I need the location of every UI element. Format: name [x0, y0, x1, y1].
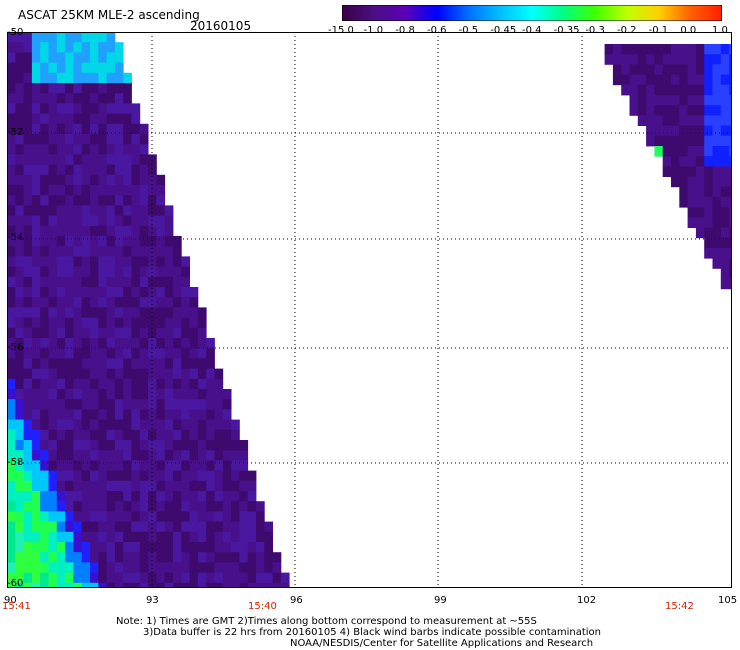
time-label-east: 15:42 [665, 601, 694, 612]
colorbar-label: -0.35 [553, 25, 580, 36]
lon-label-96: 96 [290, 595, 303, 606]
colorbar-label: -0.4 [522, 25, 542, 36]
colorbar-label: -1.0 [363, 25, 384, 36]
lat-label-58: -58 [7, 457, 24, 468]
note-line-3: NOAA/NESDIS/Center for Satellite Applica… [290, 638, 594, 649]
colorbar-label: -0.3 [585, 25, 605, 36]
lon-label-105: 105 [718, 595, 738, 606]
colorbar-label: 1.0 [712, 25, 728, 36]
lon-label-93: 93 [146, 595, 159, 606]
lon-label-90: 90 [4, 595, 17, 606]
lat-label-54: -54 [7, 232, 24, 243]
colorbar-label: -0.8 [395, 25, 415, 36]
lat-label-52: -52 [7, 127, 24, 138]
time-label-west: 15:41 [2, 601, 31, 612]
lon-label-102: 102 [577, 595, 597, 606]
colorbar-label: -0.2 [617, 25, 637, 36]
lat-label-56: -56 [7, 342, 24, 353]
map-plot [7, 32, 732, 588]
map-date: 20160105 [190, 19, 252, 33]
colorbar-label: -15.0 [328, 25, 354, 36]
colorbar-label: -0.6 [427, 25, 447, 36]
swath-east [604, 44, 732, 290]
colorbar [342, 5, 722, 21]
lat-label-60: -60 [7, 578, 24, 589]
colorbar-label: 0.0 [680, 25, 697, 36]
colorbar-label: -0.45 [490, 25, 517, 36]
lon-label-99: 99 [434, 595, 447, 606]
map-title: ASCAT 25KM MLE-2 ascending [18, 8, 200, 22]
grid-lines [7, 32, 732, 588]
note-line-1: Note: 1) Times are GMT 2)Times along bot… [116, 616, 537, 627]
lat-label-50: -50 [7, 27, 24, 38]
colorbar-label: -0.1 [648, 25, 669, 36]
time-label-mid: 15:40 [248, 601, 277, 612]
colorbar-label: -0.5 [458, 25, 479, 36]
swath-west [7, 32, 290, 588]
note-line-2: 3)Data buffer is 22 hrs from 20160105 4)… [143, 627, 601, 638]
colorbar-gradient [342, 5, 722, 21]
